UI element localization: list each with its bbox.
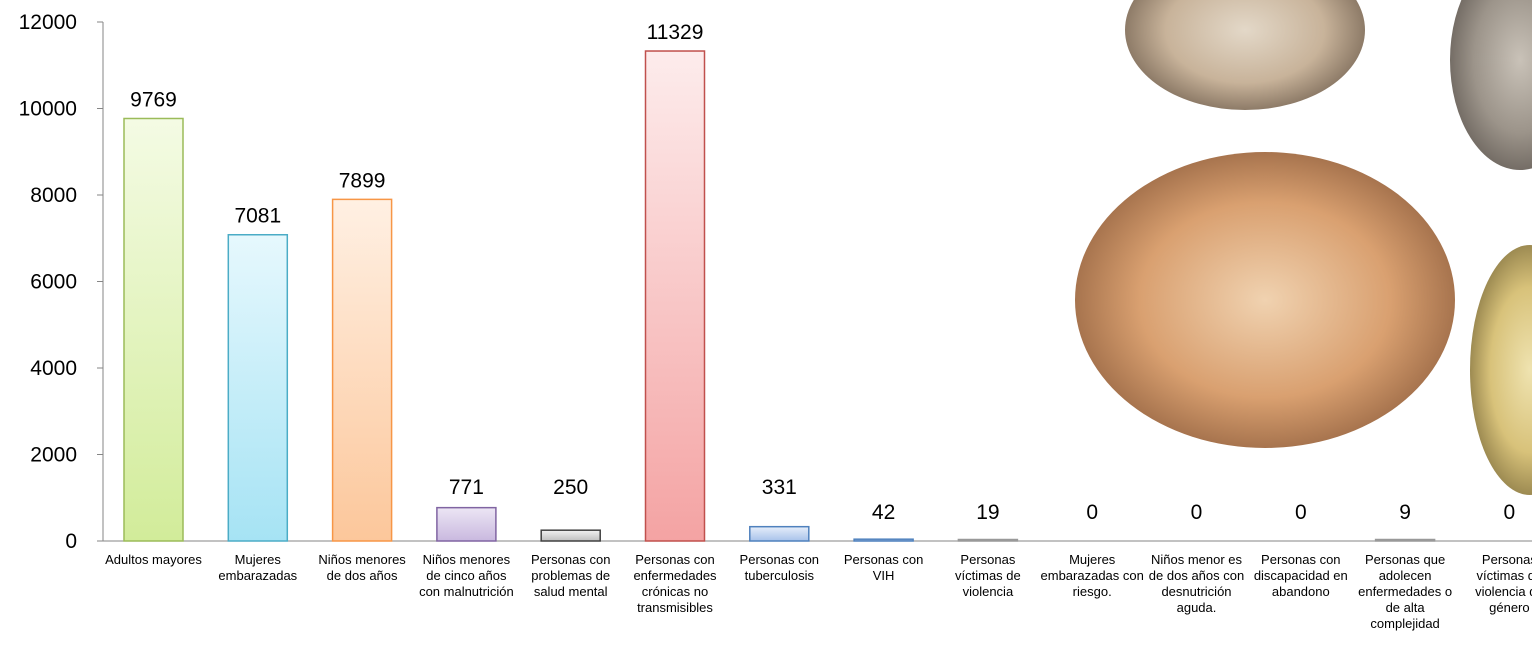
x-tick-label: Mujeres embarazadas [218,552,298,583]
data-label: 0 [1086,501,1098,524]
photo-top-right [1450,0,1532,170]
vaccination-photo-center [1075,152,1455,448]
y-tick-label: 10000 [19,98,77,121]
x-tick-label: Personas con VIH [843,552,924,583]
data-label: 11329 [647,21,704,44]
x-tick-label: Personas con problemas de salud mental [530,552,611,599]
x-tick-label: Personas que adolecen enfermedades o de … [1358,552,1453,631]
x-tick-label: Niños menores de dos años [318,552,406,583]
data-label: 0 [1295,501,1307,524]
bar-6 [749,525,810,542]
data-label: 0 [1504,501,1516,524]
y-tick-label: 2000 [30,444,77,467]
bar-8 [957,538,1019,542]
y-tick-label: 8000 [30,184,77,207]
data-label: 19 [976,501,999,524]
x-tick-label: Personas con tuberculosis [739,552,820,583]
vaccination-photo-top-left [1125,0,1365,110]
x-tick-label: Niños menores de cinco años con malnutri… [419,552,514,599]
y-tick-label: 6000 [30,271,77,294]
data-label: 771 [449,476,484,499]
data-label: 9 [1399,501,1411,524]
data-label: 42 [872,501,895,524]
bar-0 [123,117,184,542]
x-tick-label: Mujeres embarazadas con riesgo. [1040,552,1144,599]
data-label: 331 [762,476,797,499]
y-axis: 0 2000 4000 6000 8000 10000 12000 [19,11,1532,553]
data-labels: 9769 7081 7899 771 250 11329 331 42 19 0 0 0 9 0 [130,21,1515,524]
x-tick-label: Personas con discapacidad en abandono [1253,552,1348,599]
x-tick-label: Niños menor es de dos años con desnutric… [1148,552,1245,615]
bars [123,50,1436,542]
bar-12 [1374,538,1436,542]
x-tick-label: Adultos mayores [105,552,202,567]
x-tick-label: Personas víctimas de violencia de género [1475,552,1532,615]
bar-2 [331,198,393,542]
bar-1 [227,233,289,542]
data-label: 0 [1191,501,1203,524]
y-tick-label: 0 [65,530,77,553]
data-label: 7081 [234,205,281,228]
x-tick-label: Personas con enfermedades crónicas no tr… [633,552,717,615]
photo-right-edge [1470,245,1532,495]
bar-7 [853,538,914,542]
y-tick-label: 4000 [30,357,77,380]
photo-layer [1075,0,1532,495]
data-label: 7899 [339,169,386,192]
bar-3 [436,506,497,542]
data-label: 250 [553,476,588,499]
x-tick-label: Personas víctimas de violencia [955,552,1021,599]
y-tick-label: 12000 [19,11,77,34]
bar-5 [644,50,706,542]
data-label: 9769 [130,88,177,111]
bar-4 [540,529,601,542]
